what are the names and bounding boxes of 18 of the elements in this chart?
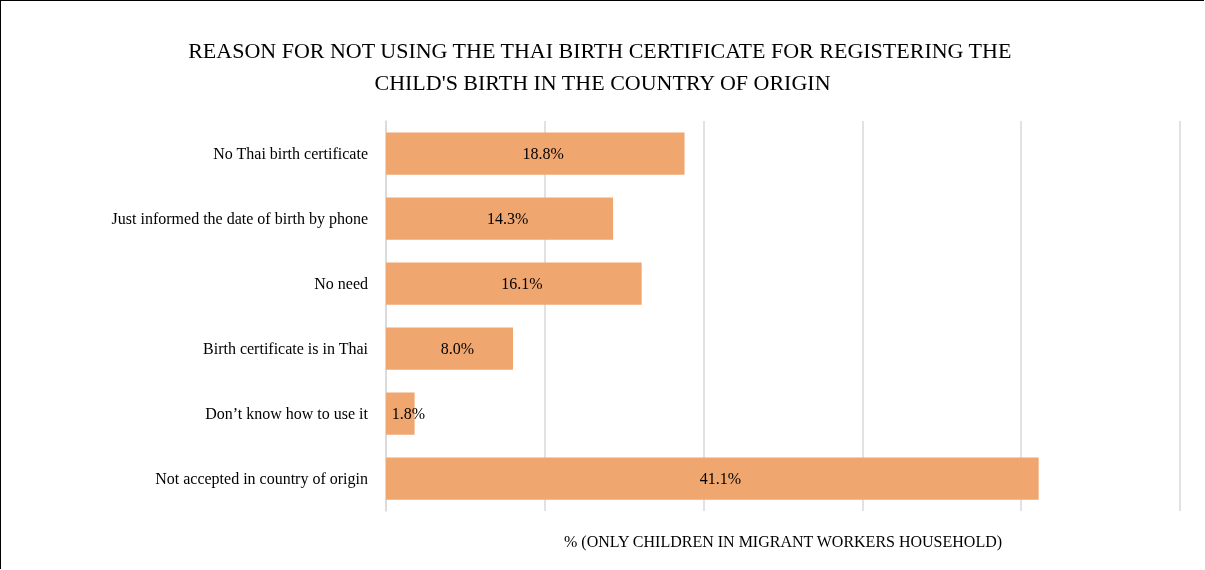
data-label: 41.1% xyxy=(699,470,741,487)
bar xyxy=(386,262,642,305)
x-axis-title: % (ONLY CHILDREN IN MIGRANT WORKERS HOUSEHOLD) xyxy=(563,532,1003,551)
bar xyxy=(386,327,514,370)
y-tick-label: Not accepted in country of origin xyxy=(155,470,368,488)
data-label: 14.3% xyxy=(486,210,529,227)
chart-title: REASON FOR NOT USING THE THAI BIRTH CERTIFICATE FOR REGISTERING THE CHILD'S BIRTH IN THE COUNTRY OF ORIGIN xyxy=(188,37,1017,95)
bar xyxy=(386,197,614,240)
data-label: 18.8% xyxy=(522,145,564,162)
y-tick-label: No need xyxy=(314,275,368,292)
y-tick-label: Just informed the date of birth by phone xyxy=(111,210,368,228)
data-label: 8.0% xyxy=(440,340,475,357)
bar xyxy=(386,457,1039,500)
y-tick-label: Don’t know how to use it xyxy=(205,405,369,422)
y-tick-label: Birth certificate is in Thai xyxy=(203,340,369,357)
bar xyxy=(386,132,685,175)
data-label: 16.1% xyxy=(501,275,543,292)
y-tick-label: No Thai birth certificate xyxy=(213,145,368,162)
